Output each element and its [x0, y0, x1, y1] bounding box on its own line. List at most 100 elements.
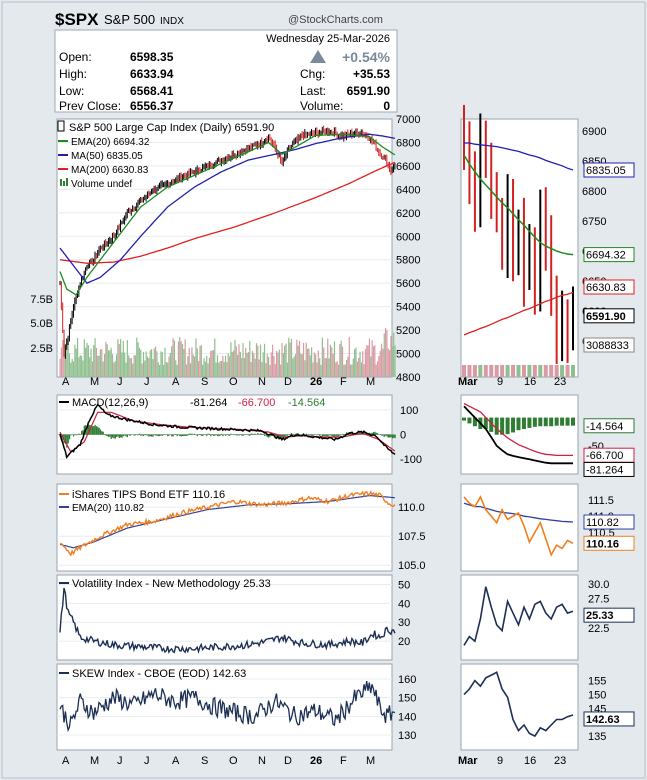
- volume-bar: [120, 339, 122, 377]
- zoom-volume-bar: [483, 365, 488, 377]
- volume-bar: [243, 357, 245, 377]
- volume-bar: [332, 353, 334, 377]
- macd-hist-bar: [187, 434, 189, 436]
- macd-hist-bar: [206, 434, 208, 436]
- macd-hist-bar: [267, 434, 270, 438]
- zoom-volume-bar: [554, 365, 559, 377]
- x-tick-zoom-bottom: 23: [554, 755, 566, 767]
- open-label: Open:: [59, 50, 92, 64]
- zoom-macd-line: [463, 405, 573, 465]
- zoom-price-y-tick: 6750: [582, 216, 606, 228]
- volume-bar: [218, 362, 220, 377]
- volume-value: 0: [383, 99, 390, 113]
- macd-hist-bar: [336, 434, 338, 437]
- volume-bar: [202, 364, 204, 377]
- volume-bar: [222, 355, 224, 377]
- volume-bar: [267, 357, 270, 377]
- macd-hist-bar: [235, 434, 237, 436]
- volume-bar: [340, 340, 342, 377]
- volume-bar: [247, 352, 249, 377]
- price-y-tick: 7000: [396, 114, 420, 126]
- volume-bar: [286, 362, 289, 377]
- macd-hist-bar: [386, 434, 388, 437]
- volume-bar: [128, 355, 130, 377]
- volume-bar: [231, 352, 233, 377]
- macd-hist-bar: [133, 434, 135, 436]
- macd-hist-bar: [83, 425, 86, 435]
- zoom-macd-hist-bar: [462, 417, 466, 421]
- macd-hist-bar: [207, 433, 209, 435]
- macd-hist-bar: [148, 434, 150, 437]
- zoom-tip-y-tick: 111.5: [588, 495, 614, 507]
- macd-hist-bar: [294, 433, 297, 435]
- macd-hist-bar: [90, 425, 92, 435]
- tip-zoom-panel: [460, 483, 579, 572]
- zoom-volume-bar: [489, 365, 494, 377]
- macd-hist-bar: [138, 433, 141, 435]
- tip-ema-legend: EMA(20) 110.82: [72, 503, 145, 514]
- zoom-ema20-line: [463, 154, 574, 256]
- volume-bar: [245, 347, 247, 377]
- ma200-value-tag: 6630.83: [586, 282, 626, 294]
- volume-bar: [74, 344, 76, 377]
- volume-bar: [265, 363, 267, 377]
- macd-hist-bar: [157, 434, 159, 437]
- volume-bar: [234, 340, 236, 377]
- volume-bar: [269, 364, 271, 377]
- volume-bar: [367, 345, 369, 377]
- macd-hist-bar: [341, 434, 344, 436]
- macd-hist-bar: [167, 434, 169, 437]
- volume-bar: [251, 351, 254, 377]
- ema20-value-tag: 6694.32: [586, 250, 626, 262]
- vix-line: [59, 587, 396, 655]
- macd-hist-bar: [374, 431, 376, 435]
- source-link[interactable]: @StockCharts.com: [288, 14, 383, 26]
- volume-bar: [358, 357, 360, 377]
- macd-hist-bar: [241, 434, 243, 436]
- macd-hist-bar: [99, 429, 102, 435]
- volume-bar: [237, 354, 239, 377]
- volume-bar: [71, 359, 73, 377]
- macd-hist-bar: [329, 434, 332, 436]
- zoom-macd-hist-bar: [521, 417, 526, 430]
- macd-hist-bar: [263, 434, 266, 436]
- volume-bar: [371, 340, 373, 377]
- exchange-label: INDX: [160, 16, 184, 27]
- ma50-legend: MA(50) 6835.05: [71, 151, 143, 162]
- volume-bar: [183, 349, 185, 377]
- volume-bar: [216, 355, 219, 377]
- macd-hist-bar: [224, 434, 227, 436]
- macd-hist-bar: [249, 434, 251, 436]
- ma50-line: [59, 133, 395, 285]
- volume-bar: [177, 341, 180, 377]
- volume-bar: [305, 342, 307, 377]
- volume-bar: [137, 342, 139, 377]
- macd-hist-bar: [333, 434, 336, 438]
- zoom-macd-hist-bar: [511, 417, 516, 433]
- volume-bar: [315, 354, 317, 377]
- volume-bar: [164, 347, 166, 377]
- volume-bar: [207, 363, 209, 377]
- volume-label: Volume:: [300, 99, 343, 113]
- macd-hist-bar: [164, 434, 166, 436]
- volume-bar: [233, 350, 235, 377]
- volume-bar: [333, 341, 336, 377]
- macd-hist-bar: [93, 426, 95, 435]
- x-tick-zoom: 23: [554, 376, 566, 388]
- volume-bar: [329, 344, 332, 377]
- macd-hist-bar: [184, 434, 186, 436]
- macd-hist-bar: [343, 433, 345, 435]
- volume-bar: [366, 345, 368, 377]
- x-tick-main: M: [90, 376, 99, 388]
- volume-bar: [350, 364, 352, 377]
- macd-hist-bar: [325, 434, 328, 437]
- tip-y-tick: 105.0: [398, 560, 426, 572]
- volume-bar: [103, 354, 106, 377]
- volume-bar: [91, 361, 93, 377]
- volume-bar: [68, 353, 71, 377]
- ema20-line: [59, 133, 396, 296]
- macd-hist-bar: [276, 434, 278, 439]
- macd-legend-value: -81.264: [190, 397, 227, 409]
- volume-bar: [280, 364, 282, 377]
